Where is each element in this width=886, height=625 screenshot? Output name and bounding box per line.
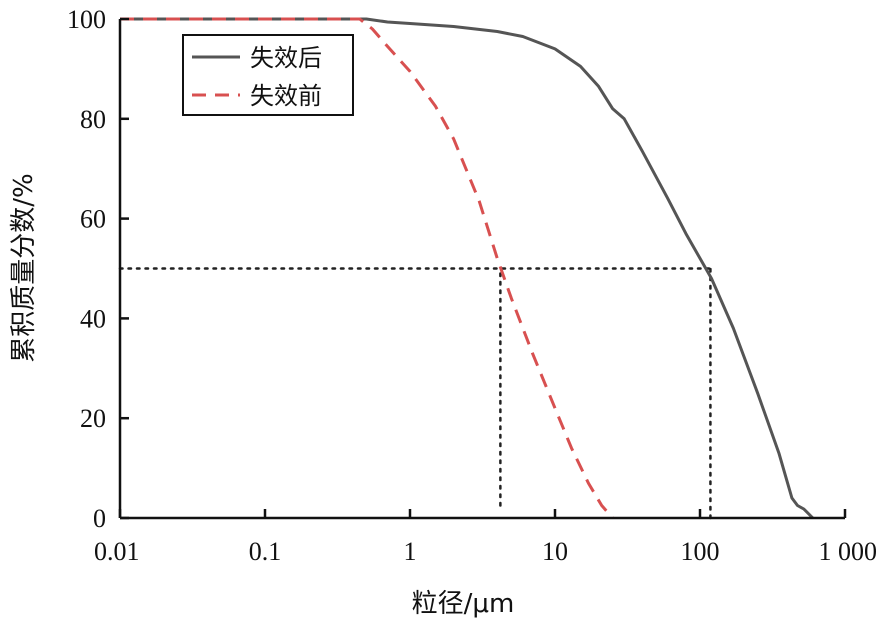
- series-line-1: [120, 17, 614, 519]
- x-tick-label-0: 0.01: [94, 537, 140, 566]
- series-line-0: [120, 17, 814, 520]
- legend-label-before: 失效前: [250, 82, 322, 110]
- tick-labels: 0 20 40 60 80 100 0.01 0.1 1 10 100 1 000: [67, 5, 877, 566]
- legend: 失效后 失效前: [182, 34, 354, 116]
- x-tick-label-3: 10: [542, 537, 568, 566]
- y-tick-label-0: 0: [93, 504, 106, 533]
- axes: [118, 17, 847, 520]
- y-tick-label-3: 60: [80, 205, 106, 234]
- y-tick-label-5: 100: [67, 5, 106, 34]
- series-lines: [120, 17, 814, 520]
- legend-label-after: 失效后: [250, 44, 322, 72]
- x-axis-title: 粒径/μm: [412, 589, 515, 619]
- x-tick-label-5: 1 000: [819, 537, 878, 566]
- y-tick-label-1: 20: [80, 404, 106, 433]
- y-tick-label-4: 80: [80, 105, 106, 134]
- x-tick-label-4: 100: [681, 537, 720, 566]
- legend-box: [182, 34, 354, 116]
- x-tick-label-2: 1: [404, 537, 417, 566]
- y-axis-title: 累积质量分数/%: [9, 173, 39, 362]
- y-tick-label-2: 40: [80, 304, 106, 333]
- x-tick-label-1: 0.1: [249, 537, 282, 566]
- reference-lines: [118, 267, 713, 520]
